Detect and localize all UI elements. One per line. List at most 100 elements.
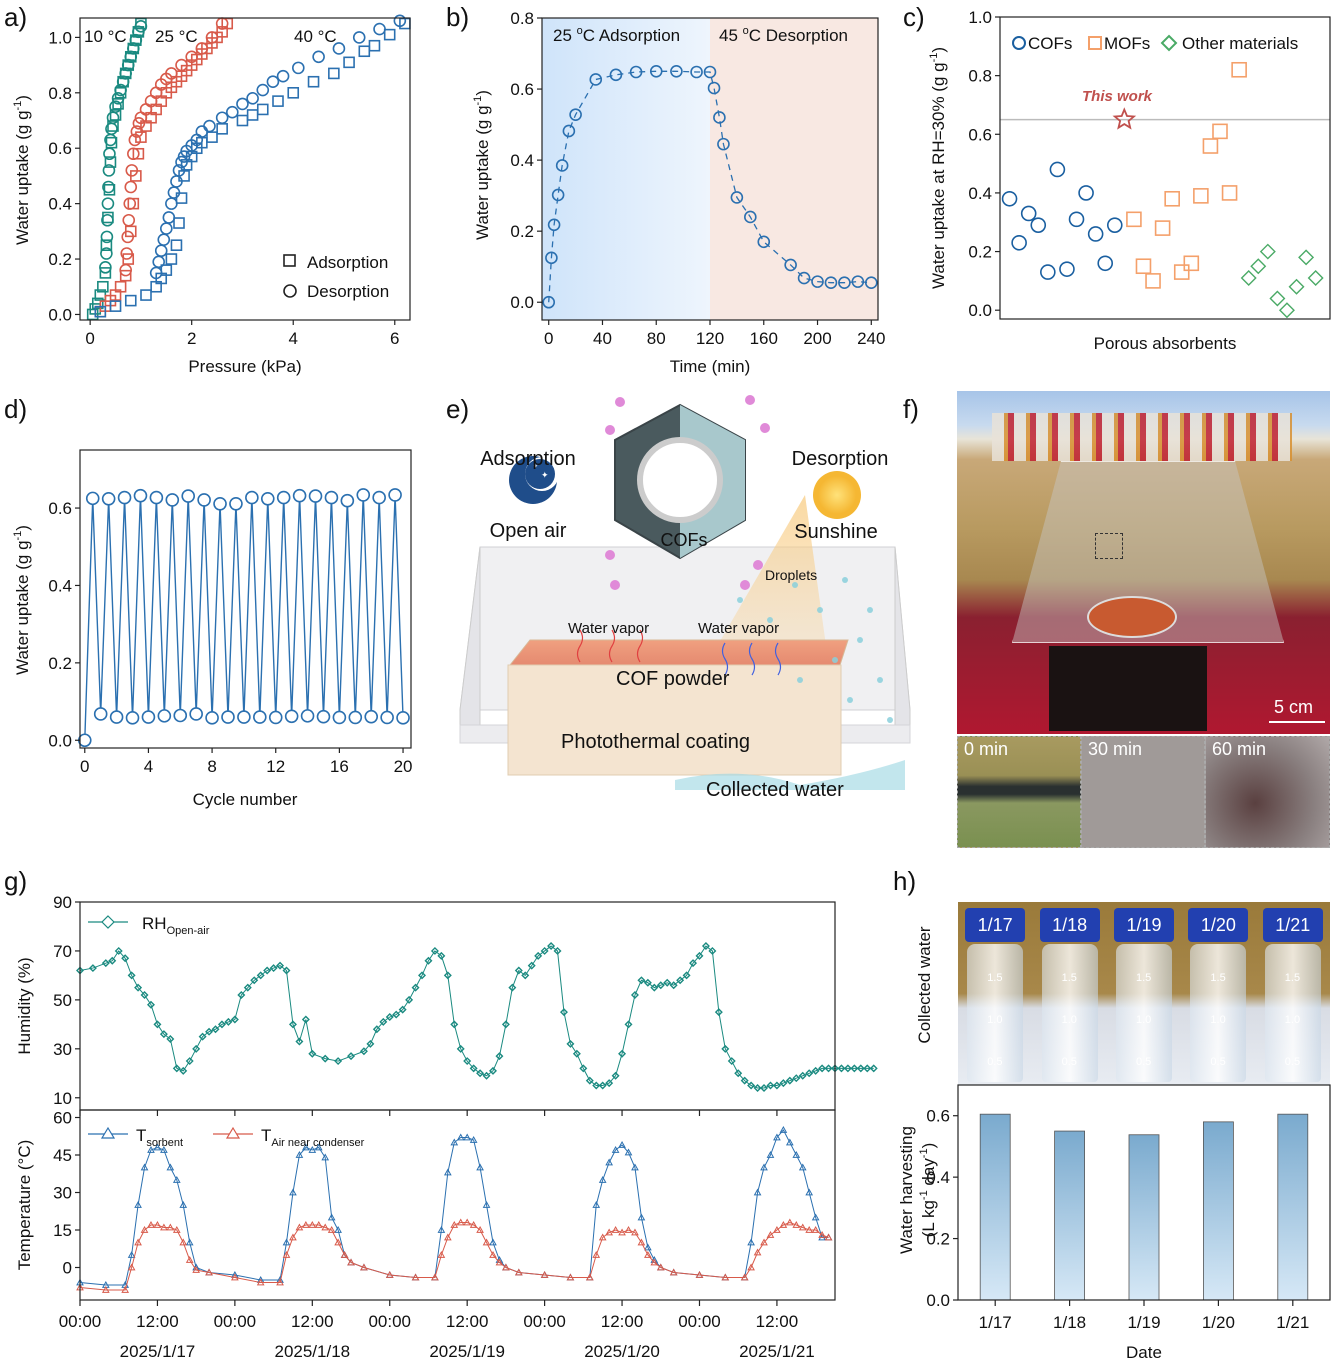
data-point bbox=[405, 995, 414, 1004]
data-point bbox=[101, 213, 114, 227]
date-label: 2025/1/21 bbox=[739, 1342, 815, 1361]
data-point bbox=[811, 275, 824, 288]
x-tick-label: 20 bbox=[394, 757, 413, 776]
cof-structure-icon bbox=[614, 403, 746, 560]
data-point bbox=[792, 1220, 801, 1228]
data-point bbox=[495, 1052, 504, 1061]
data-point bbox=[165, 67, 178, 80]
x-tick-label: 40 bbox=[593, 329, 612, 348]
data-point bbox=[869, 1064, 878, 1073]
data-point bbox=[321, 1054, 330, 1063]
y-tick-label: 0.4 bbox=[968, 184, 992, 203]
data-point bbox=[721, 1273, 730, 1281]
data-point bbox=[334, 1238, 342, 1246]
data-point bbox=[288, 1020, 297, 1029]
x-tick-label: 00:00 bbox=[368, 1312, 411, 1331]
data-point bbox=[551, 188, 565, 202]
data-point bbox=[160, 1223, 168, 1231]
x-tick-label: 00:00 bbox=[523, 1312, 566, 1331]
data-point bbox=[224, 1017, 233, 1026]
data-point bbox=[124, 50, 138, 64]
data-point bbox=[302, 1220, 310, 1228]
data-point bbox=[276, 961, 285, 970]
data-point bbox=[308, 1220, 317, 1228]
y-tick-label: 0.2 bbox=[510, 222, 534, 241]
data-point bbox=[213, 496, 227, 511]
data-point bbox=[185, 1255, 194, 1263]
data-point bbox=[592, 1200, 601, 1208]
x-tick-label: 2 bbox=[187, 329, 196, 348]
data-point bbox=[703, 65, 717, 79]
vial-mark: 0.5 bbox=[1136, 1056, 1152, 1068]
data-point bbox=[366, 1039, 375, 1048]
vial bbox=[1116, 944, 1172, 1082]
data-point bbox=[730, 191, 744, 204]
y-tick-label: 0.6 bbox=[926, 1107, 950, 1126]
data-point bbox=[824, 1233, 833, 1241]
x-tick-label: 12:00 bbox=[291, 1312, 334, 1331]
x-tick-label: 0 bbox=[85, 329, 94, 348]
data-point bbox=[256, 83, 270, 97]
data-point bbox=[101, 197, 115, 210]
data-point bbox=[132, 147, 145, 160]
data-point bbox=[289, 1233, 297, 1241]
data-point bbox=[226, 105, 239, 119]
data-point bbox=[373, 22, 386, 36]
y-tick-label: 90 bbox=[53, 893, 72, 912]
data-point bbox=[195, 42, 209, 55]
data-point bbox=[181, 489, 196, 503]
y-tick-label: 0.8 bbox=[968, 67, 992, 86]
data-point bbox=[753, 1188, 762, 1196]
data-point bbox=[1135, 258, 1152, 275]
y-tick-label: 0.2 bbox=[48, 250, 72, 269]
data-point bbox=[760, 1163, 768, 1171]
panel-label-g: g) bbox=[4, 866, 28, 896]
data-point bbox=[1298, 249, 1315, 266]
data-point bbox=[589, 73, 603, 86]
data-point bbox=[656, 1263, 665, 1271]
data-point bbox=[119, 67, 132, 80]
data-point bbox=[302, 1143, 310, 1151]
date-label: 2025/1/19 bbox=[429, 1342, 505, 1361]
data-point bbox=[1106, 217, 1123, 233]
data-point bbox=[637, 1213, 646, 1221]
data-point bbox=[380, 710, 394, 725]
data-point bbox=[547, 942, 556, 951]
data-point bbox=[585, 1076, 594, 1085]
data-point bbox=[437, 951, 446, 960]
data-point bbox=[321, 1223, 330, 1231]
data-point bbox=[347, 1258, 355, 1266]
y-axis-label-h-line2: (L kg-1 day-1) bbox=[918, 1143, 938, 1238]
data-point bbox=[644, 1243, 652, 1251]
x-tick-label: 12:00 bbox=[446, 1312, 489, 1331]
data-point bbox=[170, 239, 183, 251]
x-axis-label-h: Date bbox=[1126, 1343, 1162, 1362]
data-point bbox=[650, 1258, 659, 1266]
data-point bbox=[592, 1250, 601, 1258]
data-point bbox=[157, 709, 172, 723]
data-point bbox=[1288, 278, 1305, 295]
chart-c-comparison: 0.0 0.2 0.4 0.6 0.8 1.0 COFs MOFs Other mater… bbox=[928, 8, 1331, 353]
data-point bbox=[179, 1238, 188, 1246]
data-point bbox=[669, 1268, 678, 1276]
data-point bbox=[631, 1163, 639, 1171]
x-tick-label: 1/20 bbox=[1202, 1313, 1235, 1332]
data-point bbox=[1269, 290, 1286, 307]
data-point bbox=[797, 271, 811, 285]
data-point bbox=[276, 69, 290, 83]
data-point bbox=[670, 64, 683, 78]
data-point bbox=[340, 493, 355, 508]
data-point bbox=[307, 75, 320, 88]
data-point bbox=[120, 247, 134, 260]
data-point bbox=[203, 119, 216, 133]
data-point bbox=[287, 87, 300, 99]
inset-label-30: 30 min bbox=[1088, 739, 1143, 759]
sun-icon bbox=[813, 471, 861, 519]
data-point bbox=[359, 1047, 368, 1056]
data-point bbox=[166, 1163, 175, 1171]
data-point bbox=[598, 1081, 607, 1090]
data-point bbox=[753, 1248, 762, 1256]
data-point bbox=[172, 1064, 181, 1073]
data-point bbox=[123, 197, 137, 210]
data-point bbox=[312, 50, 325, 64]
